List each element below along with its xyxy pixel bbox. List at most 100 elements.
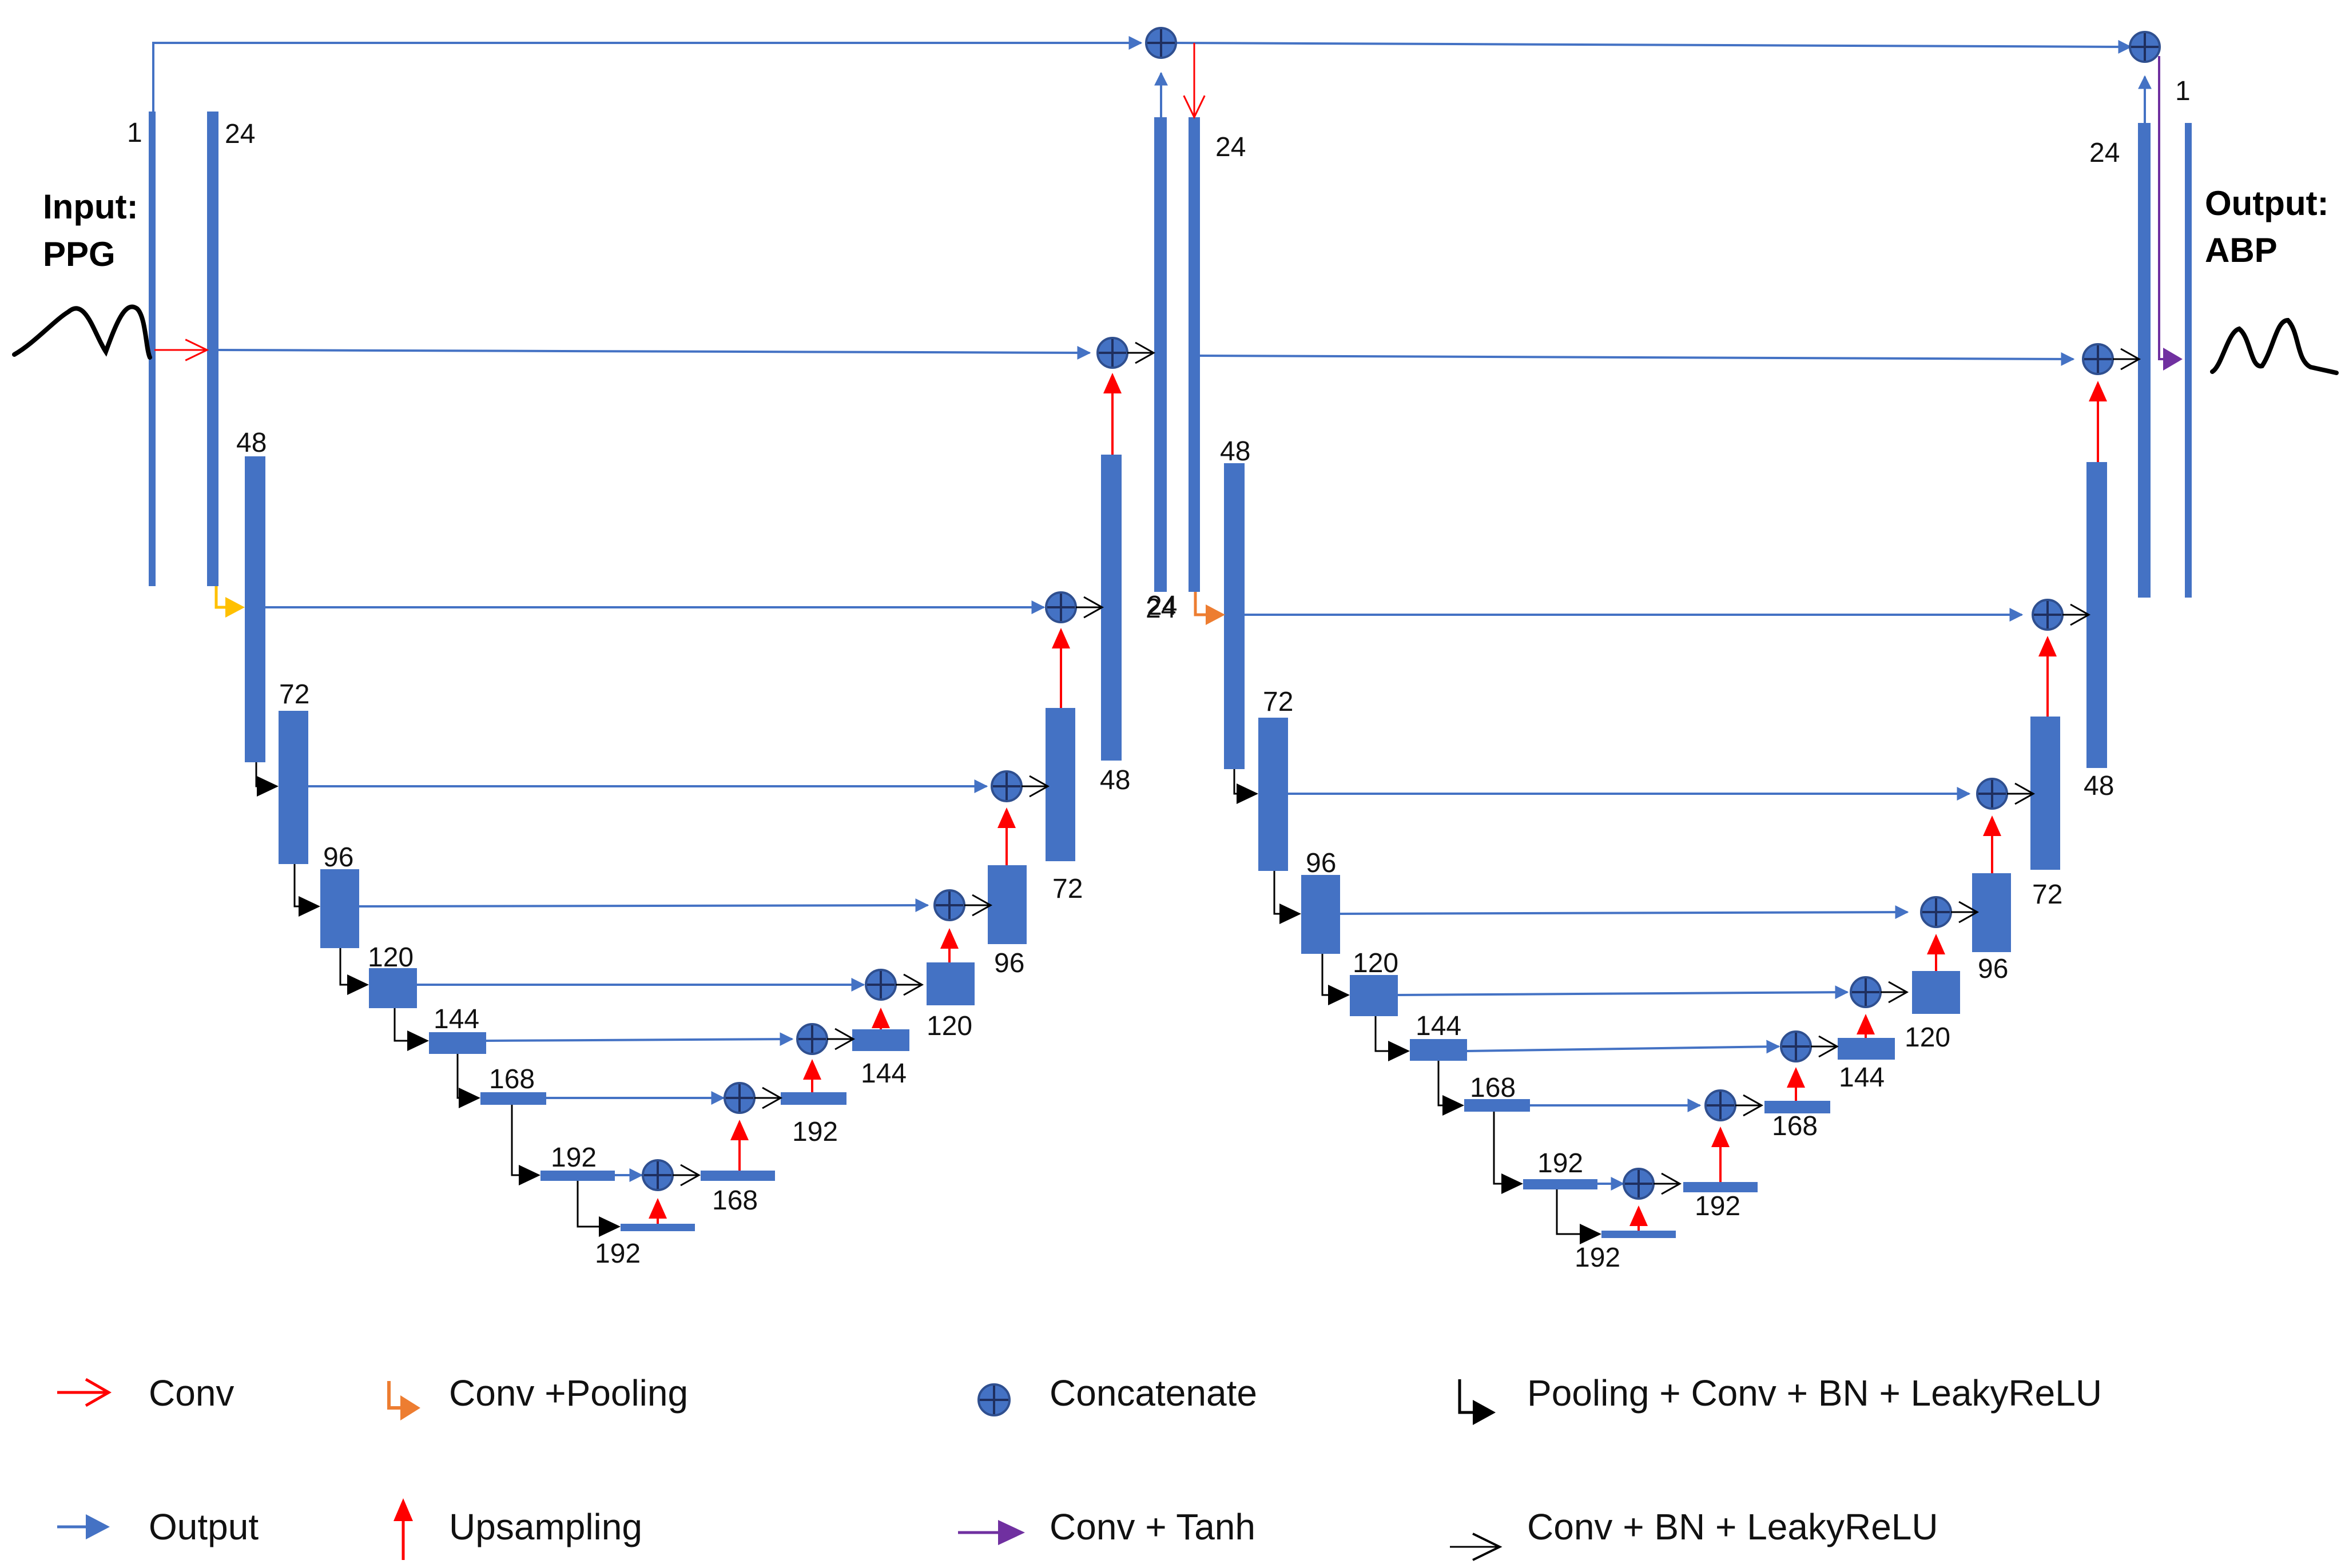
waveforms: [12, 304, 2339, 375]
skip-connection-arrow: [1340, 905, 1909, 920]
net1-dec-block-144: [852, 1029, 909, 1051]
net1-enc-label: 168: [489, 1064, 535, 1095]
net1-enc-block-192: [540, 1171, 615, 1181]
net1-bottleneck-label: 192: [595, 1239, 641, 1269]
net2-bottleneck-block: [1601, 1231, 1676, 1238]
net2-enc-label: 168: [1470, 1073, 1516, 1103]
net2-enc-label: 192: [1537, 1148, 1583, 1179]
net1-input-bar: [149, 112, 156, 586]
pooling-block-arrow-icon: [394, 1008, 412, 1042]
conv-bn-arrowhead-icon: [680, 1164, 701, 1187]
upsampling-arrowhead-icon: [997, 807, 1016, 828]
net1-input-channels-label: 1: [127, 118, 142, 148]
pooling-block-arrow-icon: [1458, 1379, 1476, 1414]
pooling-block-arrowhead-icon: [599, 1216, 621, 1237]
legend-conv-label: Conv: [149, 1372, 234, 1414]
net2-dec-label: 48: [2084, 771, 2114, 801]
pooling-block-arrowhead-icon: [1501, 1173, 1523, 1194]
net2-enc-label: 24: [1146, 594, 1176, 624]
legend-item-conv: Conv: [57, 1372, 234, 1414]
net2-dec-label: 72: [2032, 879, 2062, 910]
skip-connection-arrow: [359, 898, 929, 913]
pooling-block-arrowhead-icon: [1388, 1041, 1410, 1061]
net2-enc-label: 144: [1416, 1011, 1461, 1041]
net2-enc-block-48: [1224, 463, 1245, 769]
net2-enc-label: 96: [1306, 848, 1336, 878]
upsampling-arrowhead-icon: [1629, 1205, 1648, 1226]
net2-enc-block-168: [1464, 1099, 1530, 1112]
conv-bn-arrowhead-icon: [1818, 1035, 1839, 1058]
net2-dec-block-96: [1972, 873, 2011, 952]
net1-enc-block-96: [320, 869, 359, 948]
upsampling-arrowhead-icon: [872, 1008, 890, 1028]
net1-dec-label: 168: [712, 1185, 758, 1216]
upsampling-arrowhead-icon: [730, 1120, 749, 1140]
legend-item-output: Output: [57, 1506, 259, 1547]
net2-out-conv-label: 24: [2089, 138, 2120, 168]
net1-enc-label: 120: [368, 942, 414, 973]
net2-enc-block-72: [1258, 718, 1288, 871]
conv-bn-arrowhead-icon: [1743, 1094, 1764, 1117]
net1-dec-block-168: [701, 1171, 775, 1181]
skip-connection-arrow: [486, 1032, 794, 1046]
net2-enc-block-120: [1350, 975, 1398, 1016]
ppg-waveform: [12, 304, 152, 360]
output-title: Output:: [2205, 184, 2329, 222]
abp-waveform: [2210, 317, 2339, 375]
net2-enc-block-192: [1523, 1179, 1597, 1189]
net1-enc-block-120: [369, 968, 417, 1008]
conv-arrowhead-icon: [85, 1378, 112, 1407]
net1-dec-block-72: [1046, 708, 1075, 861]
net2-enc-block-24: [1189, 117, 1200, 592]
conv-bn-arrowhead-icon: [2070, 603, 2091, 626]
skip-connection-arrow: [1199, 352, 2075, 366]
net1-enc-block-24: [207, 112, 218, 586]
legend-output-label: Output: [149, 1506, 259, 1547]
pooling-block-arrowhead-icon: [459, 1088, 480, 1108]
net1-enc-block-48: [245, 456, 265, 762]
legend-concatenate-label: Concatenate: [1050, 1372, 1257, 1414]
net2-enc-label: 120: [1353, 948, 1398, 978]
net2-enc-top-label: 24: [1215, 132, 1246, 162]
net1-dec-label: 192: [792, 1117, 838, 1147]
conv-bn-arrowhead-icon: [1661, 1172, 1682, 1195]
conv-bn-arrowhead-icon: [2014, 782, 2036, 805]
conv-arrowhead-icon: [185, 339, 209, 361]
conv-bn-arrowhead-icon: [834, 1028, 856, 1050]
conv-pooling-arrow-icon: [1194, 592, 1209, 616]
net1-dec-block-96: [988, 865, 1027, 944]
net2-enc-block-96: [1301, 875, 1340, 954]
conv-bn-arrowhead-icon: [1135, 341, 1156, 364]
net1-dec-label: 96: [994, 948, 1024, 978]
conv-pooling-arrow-icon: [214, 586, 229, 609]
net1-dec-block-120: [927, 962, 975, 1005]
upsampling-arrowhead-icon: [803, 1059, 821, 1080]
conv-bn-arrowhead-icon: [2120, 348, 2141, 371]
input-skip-connection: [152, 36, 1143, 112]
conv-bn-arrowhead-icon: [1029, 775, 1050, 798]
legend: Conv Conv +Pooling Concatenate Pooling +…: [57, 1372, 2102, 1561]
conv-bn-arrowhead-icon: [972, 894, 993, 917]
legend-conv-pooling-label: Conv +Pooling: [449, 1372, 688, 1414]
pooling-block-arrowhead-icon: [1328, 985, 1350, 1005]
input-signal-name: PPG: [43, 235, 116, 273]
legend-item-upsampling: Upsampling: [394, 1498, 642, 1560]
pooling-block-arrow-icon: [577, 1181, 603, 1228]
net2-dec-block-168: [1764, 1101, 1830, 1113]
net1-dec-label: 144: [861, 1058, 907, 1089]
upsampling-arrowhead-icon: [1927, 934, 1945, 954]
legend-item-conv-tanh: Conv + Tanh: [958, 1506, 1255, 1547]
net1-enc-block-168: [480, 1092, 546, 1105]
output-signal-name: ABP: [2205, 231, 2278, 269]
upsampling-arrowhead-icon: [1711, 1127, 1730, 1147]
conv-pooling-arrow-icon: [387, 1381, 403, 1410]
net1-dec-label: 72: [1052, 874, 1083, 904]
net1-enc-block-72: [279, 711, 308, 864]
upsampling-arrowhead-icon: [940, 928, 959, 949]
legend-upsampling-label: Upsampling: [449, 1506, 642, 1547]
conv-bn-arrowhead-icon: [1083, 596, 1104, 619]
skip-connection-arrow: [1397, 985, 1849, 1000]
net2-dec-label: 144: [1839, 1062, 1885, 1093]
input-title: Input:: [43, 188, 138, 226]
net2-dec-block-120: [1912, 971, 1960, 1014]
